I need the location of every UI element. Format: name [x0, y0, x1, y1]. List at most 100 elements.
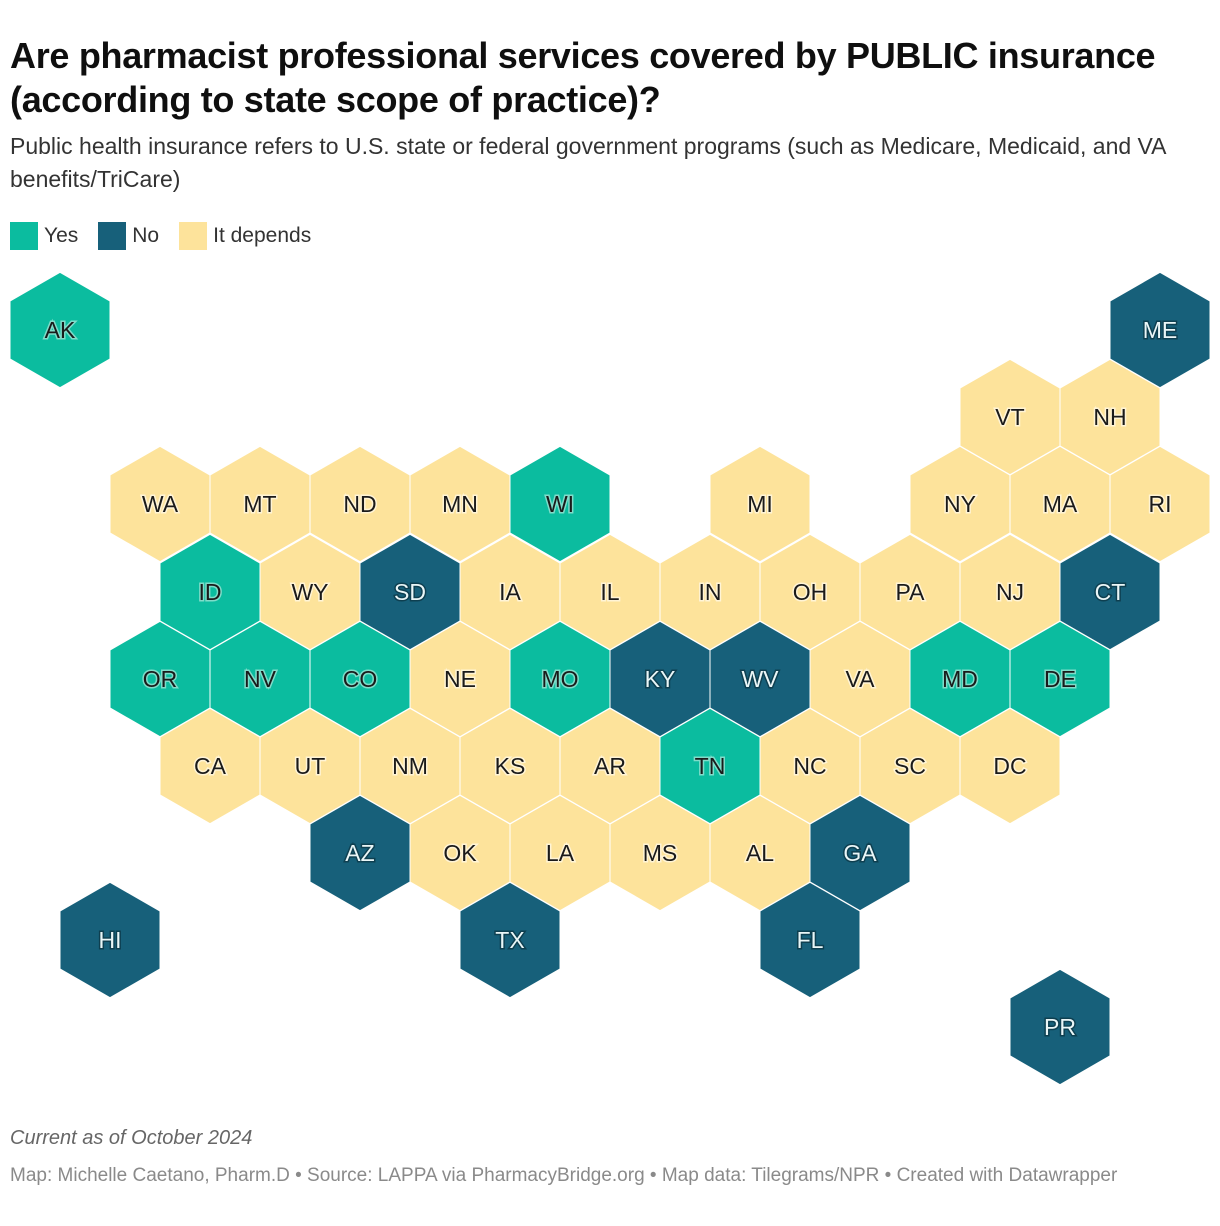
hex-label: PR — [1044, 1014, 1076, 1040]
hex-label: OK — [443, 840, 477, 866]
hex-tile-tn[interactable]: TN — [659, 707, 761, 825]
hex-label: MS — [643, 840, 678, 866]
hex-tile-dc[interactable]: DC — [959, 707, 1061, 825]
chart-title: Are pharmacist professional services cov… — [10, 35, 1156, 121]
hex-tile-wv[interactable]: WV — [709, 620, 811, 738]
hex-label: MT — [243, 491, 276, 517]
hex-label: ME — [1143, 317, 1178, 343]
hex-label: AR — [594, 753, 626, 779]
hex-label: MN — [442, 491, 478, 517]
hex-tile-sc[interactable]: SC — [859, 707, 961, 825]
hex-tile-ny[interactable]: NY — [909, 445, 1011, 563]
hex-tile-wi[interactable]: WI — [509, 445, 611, 563]
hex-tile-il[interactable]: IL — [559, 533, 661, 651]
hex-label: WI — [546, 491, 574, 517]
hex-tile-mt[interactable]: MT — [209, 445, 311, 563]
hex-label: TX — [495, 927, 524, 953]
legend-swatch-depends — [179, 222, 208, 250]
hex-tile-co[interactable]: CO — [309, 620, 411, 738]
hex-shape — [1109, 445, 1211, 563]
hex-tile-mo[interactable]: MO — [509, 620, 611, 738]
hex-tile-nv[interactable]: NV — [209, 620, 311, 738]
hex-tile-de[interactable]: DE — [1009, 620, 1111, 738]
hex-label: MD — [942, 666, 978, 692]
hex-label: HI — [99, 927, 122, 953]
hex-tile-ma[interactable]: MA — [1009, 445, 1111, 563]
hex-tile-fl[interactable]: FL — [759, 881, 861, 999]
hex-tile-ne[interactable]: NE — [409, 620, 511, 738]
hex-label: TN — [695, 753, 726, 779]
hex-tile-ak[interactable]: AK — [9, 271, 111, 389]
hex-label: SD — [394, 579, 426, 605]
hex-tile-in[interactable]: IN — [659, 533, 761, 651]
hex-tile-hi[interactable]: HI — [59, 881, 161, 999]
legend-swatch-no — [98, 222, 127, 250]
hex-tile-oh[interactable]: OH — [759, 533, 861, 651]
hex-shape — [709, 445, 811, 563]
hex-label: LA — [546, 840, 575, 866]
hex-label: NC — [793, 753, 826, 779]
hex-shape — [459, 881, 561, 999]
hex-tile-wy[interactable]: WY — [259, 533, 361, 651]
hex-tile-md[interactable]: MD — [909, 620, 1011, 738]
hex-label: AK — [45, 317, 76, 343]
hex-label: IN — [699, 579, 722, 605]
legend-label-no: No — [132, 224, 160, 247]
hex-label: WY — [291, 579, 328, 605]
hex-tile-az[interactable]: AZ — [309, 794, 411, 912]
hex-tile-ri[interactable]: RI — [1109, 445, 1211, 563]
hex-tile-ct[interactable]: CT — [1059, 533, 1161, 651]
hex-label: SC — [894, 753, 926, 779]
hex-tile-pr[interactable]: PR — [1009, 968, 1111, 1086]
hex-label: PA — [896, 579, 926, 605]
hex-tile-me[interactable]: ME — [1109, 271, 1211, 389]
hex-tile-mn[interactable]: MN — [409, 445, 511, 563]
hex-tile-nm[interactable]: NM — [359, 707, 461, 825]
hex-label: FL — [797, 927, 824, 953]
hex-tile-or[interactable]: OR — [109, 620, 211, 738]
hex-label: MI — [747, 491, 773, 517]
legend-label-yes: Yes — [44, 224, 79, 247]
hex-label: NY — [944, 491, 976, 517]
chart-byline: Map: Michelle Caetano, Pharm.D • Source:… — [10, 1165, 1118, 1186]
hex-label: NV — [244, 666, 277, 692]
hex-label: KS — [495, 753, 526, 779]
hex-label: ID — [199, 579, 222, 605]
hex-label: CA — [194, 753, 227, 779]
hex-label: IA — [499, 579, 521, 605]
hex-tile-al[interactable]: AL — [709, 794, 811, 912]
hex-tile-vt[interactable]: VT — [959, 358, 1061, 476]
hex-tile-nj[interactable]: NJ — [959, 533, 1061, 651]
chart-subtitle: Public health insurance refers to U.S. s… — [10, 133, 1166, 192]
hex-tile-tx[interactable]: TX — [459, 881, 561, 999]
chart-notes: Current as of October 2024 — [10, 1127, 253, 1149]
hex-label: NJ — [996, 579, 1024, 605]
hex-tile-mi[interactable]: MI — [709, 445, 811, 563]
hex-label: AZ — [345, 840, 374, 866]
hex-label: CO — [343, 666, 378, 692]
hex-label: RI — [1149, 491, 1172, 517]
hex-tile-ga[interactable]: GA — [809, 794, 911, 912]
hex-shape — [1009, 968, 1111, 1086]
hex-tile-ks[interactable]: KS — [459, 707, 561, 825]
hex-tile-la[interactable]: LA — [509, 794, 611, 912]
legend-swatch-yes — [10, 222, 38, 250]
legend-item-depends: It depends — [179, 222, 311, 250]
hex-shape — [759, 881, 861, 999]
hex-label: VA — [846, 666, 876, 692]
hex-tile-ky[interactable]: KY — [609, 620, 711, 738]
hex-label: NE — [444, 666, 476, 692]
hex-tile-pa[interactable]: PA — [859, 533, 961, 651]
hex-tile-nd[interactable]: ND — [309, 445, 411, 563]
hex-shape — [509, 445, 611, 563]
hex-tile-nh[interactable]: NH — [1059, 358, 1161, 476]
hex-tile-wa[interactable]: WA — [109, 445, 211, 563]
hex-tile-id[interactable]: ID — [159, 533, 261, 651]
hex-label: DC — [993, 753, 1026, 779]
legend-item-no: No — [98, 222, 159, 250]
hex-label: VT — [995, 404, 1024, 430]
hex-tile-ar[interactable]: AR — [559, 707, 661, 825]
hex-label: AL — [746, 840, 774, 866]
